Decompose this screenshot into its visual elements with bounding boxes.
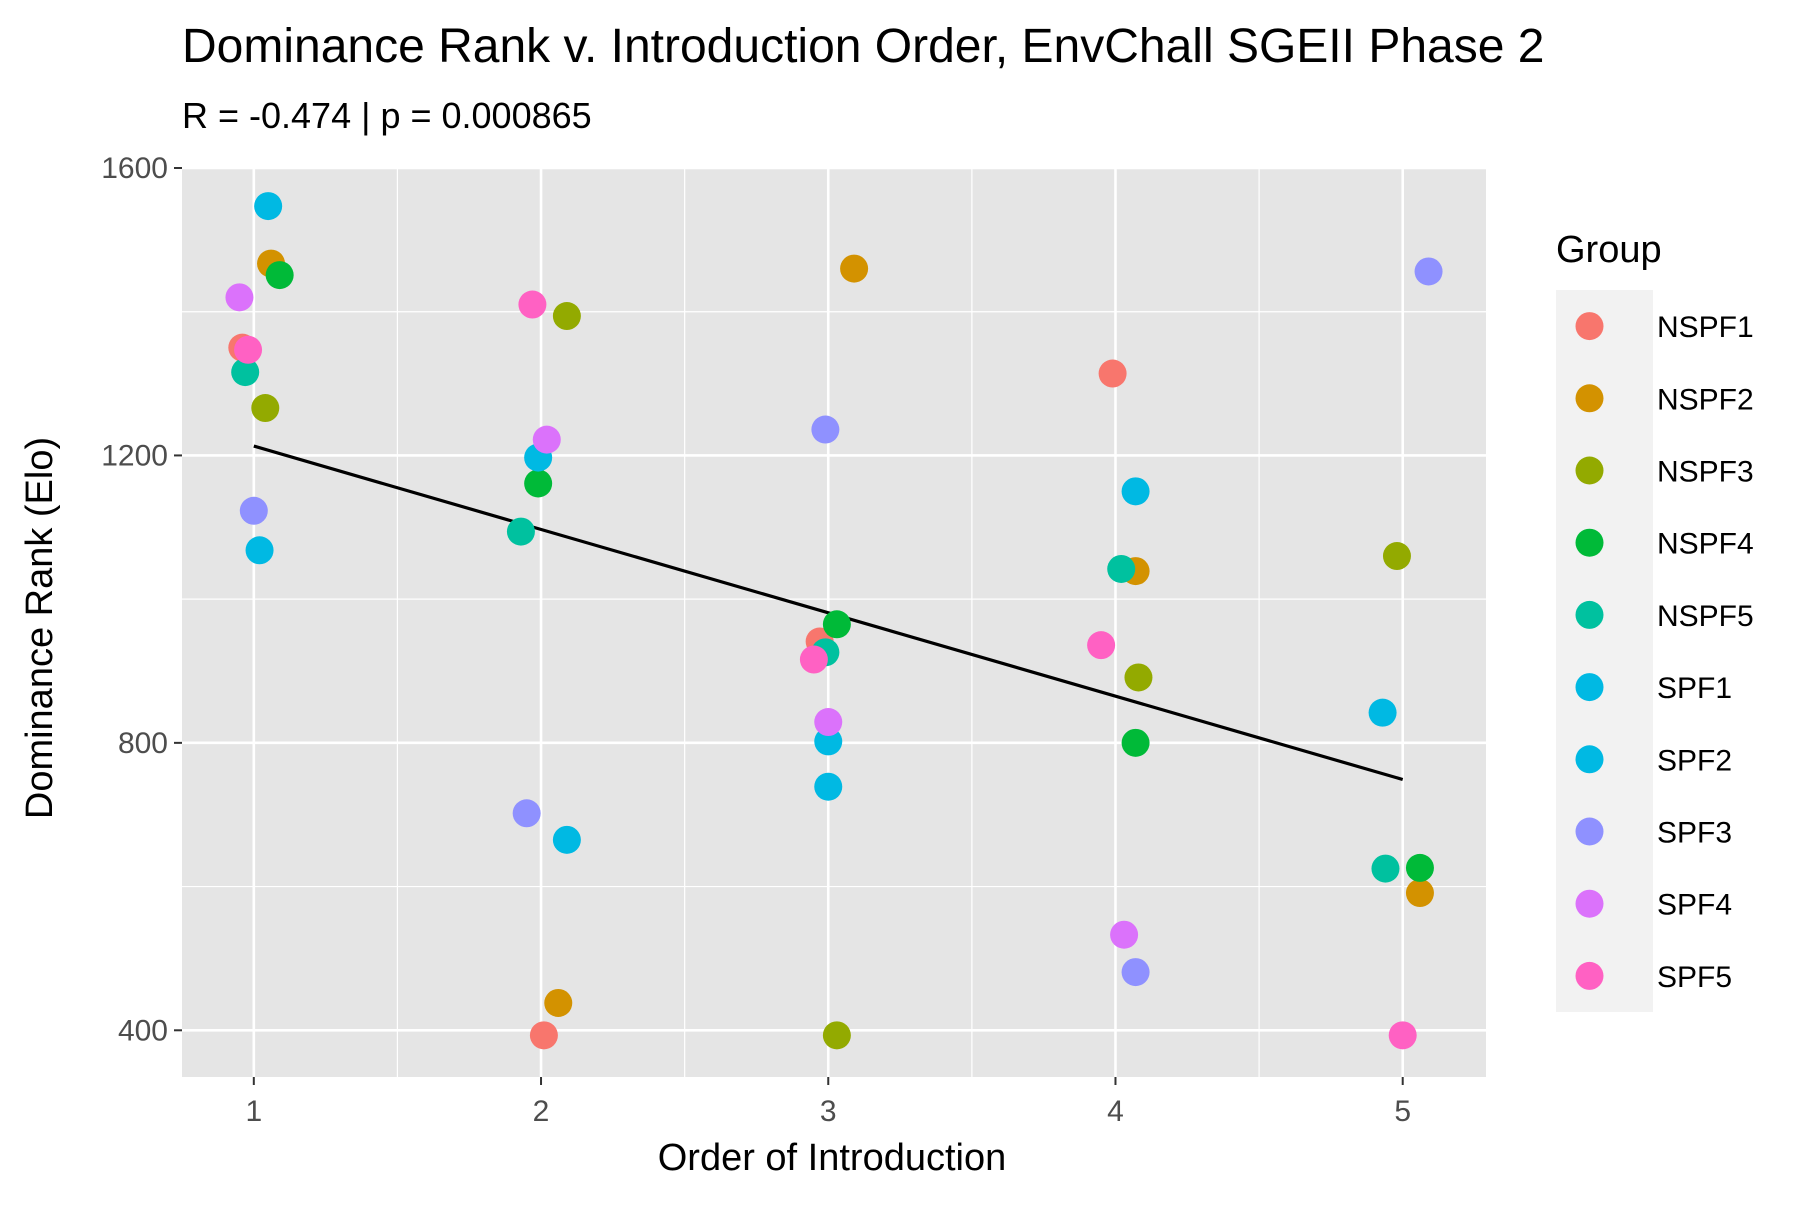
x-tick-label: 5 (1394, 1095, 1411, 1128)
data-point (231, 358, 260, 387)
data-point (1087, 631, 1116, 660)
data-point (532, 425, 561, 454)
data-point (552, 302, 581, 331)
legend-swatch (1575, 745, 1604, 774)
legend-item-spf1: SPF1 (1575, 672, 1732, 705)
legend-swatch (1575, 384, 1604, 413)
legend-label: NSPF2 (1657, 383, 1754, 416)
data-point (1368, 698, 1397, 727)
data-point (506, 517, 535, 546)
data-point (1110, 920, 1139, 949)
legend-label: NSPF4 (1657, 528, 1754, 561)
regression-line (253, 444, 1404, 782)
data-point (1382, 542, 1411, 571)
y-tick-label: 1600 (101, 152, 168, 185)
legend-item-nspf5: NSPF5 (1575, 600, 1754, 633)
data-point (245, 536, 274, 565)
legend-item-nspf1: NSPF1 (1575, 311, 1754, 344)
data-point (529, 1021, 558, 1050)
data-point (1121, 958, 1150, 987)
legend-swatch (1575, 528, 1604, 557)
legend-swatch (1575, 312, 1604, 341)
legend-label: SPF2 (1657, 744, 1732, 777)
legend-label: SPF1 (1657, 672, 1732, 705)
data-point (1098, 359, 1127, 388)
legend-label: NSPF1 (1657, 311, 1754, 344)
data-point (544, 988, 573, 1017)
data-point (1388, 1021, 1417, 1050)
legend-item-spf4: SPF4 (1575, 889, 1732, 922)
data-point (814, 727, 843, 756)
legend-label: NSPF3 (1657, 456, 1754, 489)
legend-item-spf3: SPF3 (1575, 817, 1732, 850)
legend-label: NSPF5 (1657, 600, 1754, 633)
series-spf1 (254, 192, 1397, 854)
legend-swatch (1575, 889, 1604, 918)
data-point (512, 799, 541, 828)
y-axis-label: Dominance Rank (Elo) (19, 437, 61, 819)
legend-item-spf2: SPF2 (1575, 744, 1732, 777)
data-point (1107, 554, 1136, 583)
data-point (1121, 477, 1150, 506)
legend-label: SPF5 (1657, 961, 1732, 994)
data-point (814, 772, 843, 801)
data-point (1405, 853, 1434, 882)
data-point (225, 283, 254, 312)
legend-swatch (1575, 817, 1604, 846)
series-spf5 (234, 290, 1417, 1050)
data-point (524, 469, 553, 498)
x-tick-label: 4 (1107, 1095, 1124, 1128)
series-spf3 (239, 257, 1443, 987)
data-point (239, 496, 268, 525)
legend-label: SPF4 (1657, 889, 1732, 922)
data-point (840, 254, 869, 283)
y-tick-label: 400 (118, 1014, 168, 1047)
legend-item-nspf2: NSPF2 (1575, 383, 1754, 416)
y-tick-label: 800 (118, 727, 168, 760)
x-tick-label: 3 (820, 1095, 837, 1128)
series-nspf3 (251, 302, 1411, 1050)
legend-item-spf5: SPF5 (1575, 961, 1732, 994)
x-tick-label: 2 (533, 1095, 550, 1128)
data-point (822, 1021, 851, 1050)
data-point (1405, 879, 1434, 908)
series-nspf4 (265, 261, 1434, 882)
data-point (1371, 854, 1400, 883)
data-point (1414, 257, 1443, 286)
data-point (552, 825, 581, 854)
legend-swatch (1575, 961, 1604, 990)
legend-item-nspf4: NSPF4 (1575, 528, 1754, 561)
data-point (234, 335, 263, 364)
series-spf2 (245, 443, 843, 801)
data-point (822, 610, 851, 639)
legend-swatch (1575, 456, 1604, 485)
data-point (811, 415, 840, 444)
series-spf4 (225, 283, 1139, 949)
data-point (1121, 728, 1150, 757)
legend-swatch (1575, 600, 1604, 629)
legend-label: SPF3 (1657, 817, 1732, 850)
data-point (265, 261, 294, 290)
legend-key-background (1556, 290, 1653, 1012)
legend-swatch (1575, 673, 1604, 702)
chart-subtitle: R = -0.474 | p = 0.000865 (182, 95, 592, 136)
x-axis-label: Order of Introduction (658, 1137, 1007, 1179)
data-point (518, 290, 547, 319)
data-point (799, 645, 828, 674)
legend-item-nspf3: NSPF3 (1575, 456, 1754, 489)
x-tick-label: 1 (245, 1095, 262, 1128)
data-point (254, 192, 283, 221)
y-tick-label: 1200 (101, 439, 168, 472)
data-point (1124, 663, 1153, 692)
legend-title: Group (1556, 229, 1662, 271)
chart-title: Dominance Rank v. Introduction Order, En… (182, 20, 1544, 73)
data-point (814, 708, 843, 737)
data-point (251, 394, 280, 423)
